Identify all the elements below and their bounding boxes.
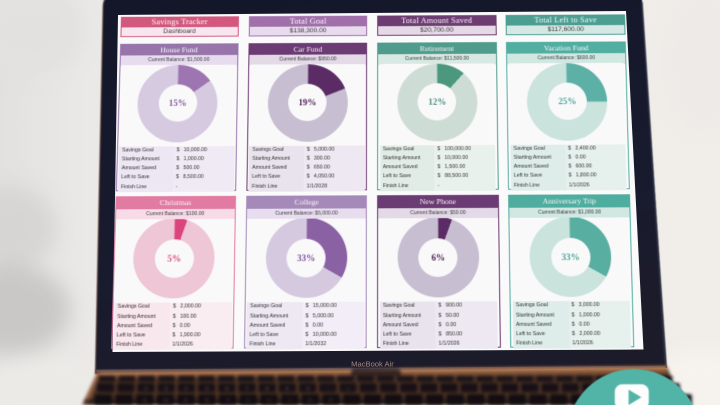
svg-text:MacBook Air: MacBook Air — [351, 360, 394, 369]
svg-text:2: 2 — [145, 386, 148, 391]
svg-text:7: 7 — [246, 386, 249, 391]
svg-text:=: = — [347, 386, 350, 391]
svg-text:8: 8 — [266, 386, 269, 391]
svg-text:4: 4 — [185, 386, 188, 391]
svg-text:-: - — [327, 386, 329, 391]
svg-text:0: 0 — [307, 386, 310, 391]
svg-text:3: 3 — [165, 386, 168, 391]
svg-text:6: 6 — [226, 386, 229, 391]
svg-text:9: 9 — [286, 386, 289, 391]
svg-text:5: 5 — [206, 386, 209, 391]
